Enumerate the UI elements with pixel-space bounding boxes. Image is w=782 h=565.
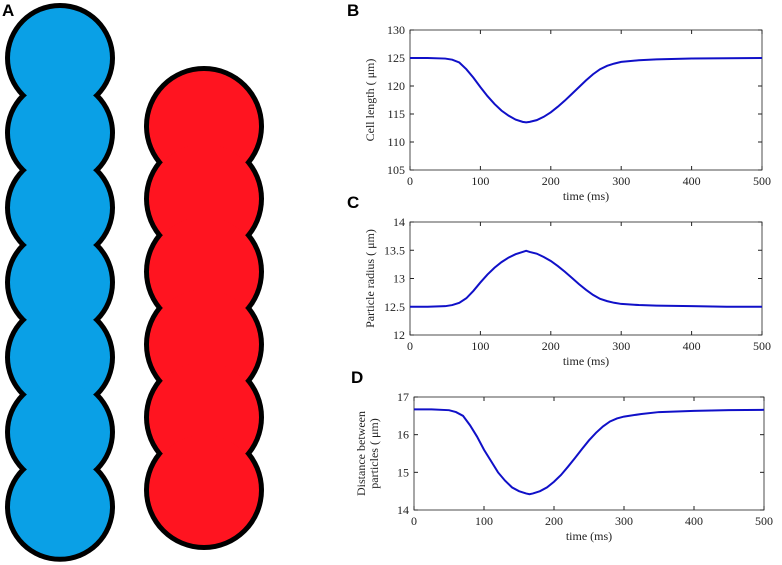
y-tick-label: 125: [387, 51, 405, 65]
particle: [10, 232, 110, 333]
particle: [10, 82, 110, 183]
y-tick-label: 15: [397, 465, 409, 479]
y-axis-label: Particle radius ( μm): [363, 229, 377, 328]
particle: [10, 8, 110, 108]
x-tick-label: 100: [475, 514, 493, 528]
y-tick-label: 13: [393, 272, 405, 286]
panel-label: D: [351, 368, 363, 387]
x-tick-label: 200: [545, 514, 563, 528]
panel-label: C: [347, 193, 359, 212]
x-tick-label: 400: [685, 514, 703, 528]
particle: [10, 157, 110, 258]
plot-frame: [409, 221, 763, 336]
particle: [149, 435, 259, 545]
y-tick-label: 105: [387, 163, 405, 177]
red-cell: [144, 66, 264, 550]
y-tick-label: 12.5: [384, 300, 405, 314]
x-axis-label: time (ms): [563, 189, 609, 203]
y-tick-label: 14: [397, 503, 409, 517]
particle: [10, 456, 110, 557]
y-tick-label: 17: [397, 390, 409, 404]
y-axis-label: particles ( μm): [367, 418, 381, 488]
x-tick-label: 0: [407, 174, 413, 188]
x-tick-label: 300: [615, 514, 633, 528]
x-tick-label: 500: [753, 174, 771, 188]
panel-label: A: [2, 1, 14, 20]
plot-frame: [413, 396, 765, 511]
panel-label: B: [347, 1, 359, 20]
x-tick-label: 200: [542, 339, 560, 353]
data-line: [414, 408, 765, 496]
y-axis-label: Distance between: [354, 411, 368, 496]
y-tick-label: 115: [387, 107, 405, 121]
x-tick-label: 500: [755, 514, 773, 528]
cell-diagram: [5, 3, 264, 562]
y-tick-label: 14: [393, 215, 405, 229]
particle: [10, 307, 110, 408]
x-tick-label: 300: [612, 339, 630, 353]
y-tick-label: 110: [387, 135, 405, 149]
y-tick-label: 13.5: [384, 243, 405, 257]
plot-frame: [409, 29, 763, 171]
x-axis-label: time (ms): [563, 354, 609, 368]
data-line: [410, 249, 762, 308]
x-tick-label: 100: [471, 339, 489, 353]
data-line: [410, 57, 763, 124]
x-axis-label: time (ms): [566, 529, 612, 543]
x-tick-label: 100: [471, 174, 489, 188]
y-tick-label: 120: [387, 79, 405, 93]
x-tick-label: 0: [407, 339, 413, 353]
x-tick-label: 400: [683, 339, 701, 353]
y-tick-label: 130: [387, 23, 405, 37]
x-tick-label: 0: [411, 514, 417, 528]
y-axis-label: Cell length ( μm): [363, 59, 377, 142]
y-tick-label: 12: [393, 328, 405, 342]
blue-cell: [5, 3, 115, 562]
x-tick-label: 300: [612, 174, 630, 188]
particle: [10, 382, 110, 482]
x-tick-label: 500: [753, 339, 771, 353]
x-tick-label: 400: [683, 174, 701, 188]
x-tick-label: 200: [542, 174, 560, 188]
y-tick-label: 16: [397, 428, 409, 442]
